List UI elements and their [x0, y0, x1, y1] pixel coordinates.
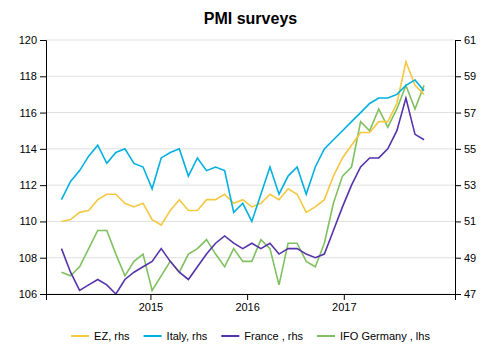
- grid-line: [46, 40, 455, 41]
- legend-item: IFO Germany , lhs: [317, 330, 430, 342]
- tick-label: 116: [19, 107, 37, 119]
- tick: 61: [455, 34, 476, 46]
- tick: 116: [19, 107, 46, 119]
- tick-mark: [455, 149, 461, 150]
- tick: 2015: [139, 294, 163, 313]
- tick-label: 55: [464, 143, 476, 155]
- y2-axis: 47 49 51 53 55 57 59 61: [455, 34, 476, 300]
- tick-label: 112: [19, 179, 37, 191]
- line: [61, 62, 424, 225]
- grid: [46, 40, 455, 294]
- tick-label: 2016: [235, 301, 259, 313]
- tick-mark: [40, 40, 46, 41]
- tick-label: 61: [464, 34, 476, 46]
- tick: 2017: [332, 294, 356, 313]
- tick-mark: [455, 113, 461, 114]
- tick-label: 57: [464, 107, 476, 119]
- tick-mark: [455, 76, 461, 77]
- tick: 114: [19, 143, 46, 155]
- tick-mark: [455, 258, 461, 259]
- grid-line: [46, 257, 455, 258]
- legend-swatch: [221, 335, 239, 337]
- tick: 59: [455, 70, 476, 82]
- grid-line: [46, 221, 455, 222]
- grid-line: [46, 112, 455, 113]
- tick: 106: [19, 288, 46, 300]
- title: PMI surveys: [204, 10, 297, 27]
- tick-mark: [455, 40, 461, 41]
- tick-label: 49: [464, 252, 476, 264]
- tick-label: 47: [464, 288, 476, 300]
- tick: 55: [455, 143, 476, 155]
- line: [61, 80, 424, 222]
- tick-label: 51: [464, 215, 476, 227]
- legend-label: France , rhs: [244, 330, 303, 342]
- line: [61, 98, 424, 294]
- tick: 57: [455, 107, 476, 119]
- tick: 108: [19, 252, 46, 264]
- legend-label: IFO Germany , lhs: [340, 330, 430, 342]
- tick-label: 59: [464, 70, 476, 82]
- tick-mark: [150, 294, 151, 300]
- legend-item: France , rhs: [221, 330, 303, 342]
- grid-line: [46, 148, 455, 149]
- tick: 2016: [235, 294, 259, 313]
- tick-label: 108: [19, 252, 37, 264]
- legend-swatch: [317, 335, 335, 337]
- tick-mark: [247, 294, 248, 300]
- tick: 120: [19, 34, 46, 46]
- legend-label: EZ, rhs: [94, 330, 130, 342]
- tick: 118: [19, 70, 46, 82]
- tick-label: 118: [19, 70, 37, 82]
- tick: 53: [455, 179, 476, 191]
- tick-mark: [455, 294, 461, 295]
- tick-mark: [40, 294, 46, 295]
- tick-label: 114: [19, 143, 37, 155]
- x-axis: 2015 2016 2017: [47, 294, 456, 313]
- tick-label: 106: [19, 288, 37, 300]
- legend-item: Italy, rhs: [144, 330, 208, 342]
- tick-mark: [40, 149, 46, 150]
- x-axis-line: [47, 295, 456, 301]
- tick-label: 53: [464, 179, 476, 191]
- tick-label: 2015: [139, 301, 163, 313]
- tick-mark: [455, 221, 461, 222]
- legend: EZ, rhs Italy, rhs France , rhs IFO Germany…: [71, 330, 430, 342]
- grid-line: [46, 76, 455, 77]
- tick-mark: [40, 113, 46, 114]
- chart: 2015 2016 2017 106 108 110 112 114 116 118 120 47 49…: [0, 0, 501, 352]
- legend-swatch: [71, 335, 89, 337]
- tick-mark: [344, 294, 345, 300]
- tick-label: 2017: [332, 301, 356, 313]
- tick-mark: [40, 185, 46, 186]
- tick-mark: [455, 185, 461, 186]
- tick-mark: [40, 221, 46, 222]
- line: [61, 85, 424, 290]
- tick-label: 120: [19, 34, 37, 46]
- legend-item: EZ, rhs: [71, 330, 130, 342]
- tick: 51: [455, 215, 476, 227]
- y-axis: 106 108 110 112 114 116 118 120: [19, 34, 47, 300]
- tick-label: 110: [19, 215, 37, 227]
- tick-mark: [40, 258, 46, 259]
- tick: 49: [455, 252, 476, 264]
- legend-swatch: [144, 335, 162, 337]
- legend-label: Italy, rhs: [167, 330, 208, 342]
- y-axis-line: [40, 41, 47, 295]
- tick: 110: [19, 215, 46, 227]
- plot-area: [61, 62, 424, 294]
- tick-mark: [40, 76, 46, 77]
- tick: 112: [19, 179, 46, 191]
- tick: 47: [455, 288, 476, 300]
- y2-axis-line: [456, 41, 462, 295]
- grid-line: [46, 185, 455, 186]
